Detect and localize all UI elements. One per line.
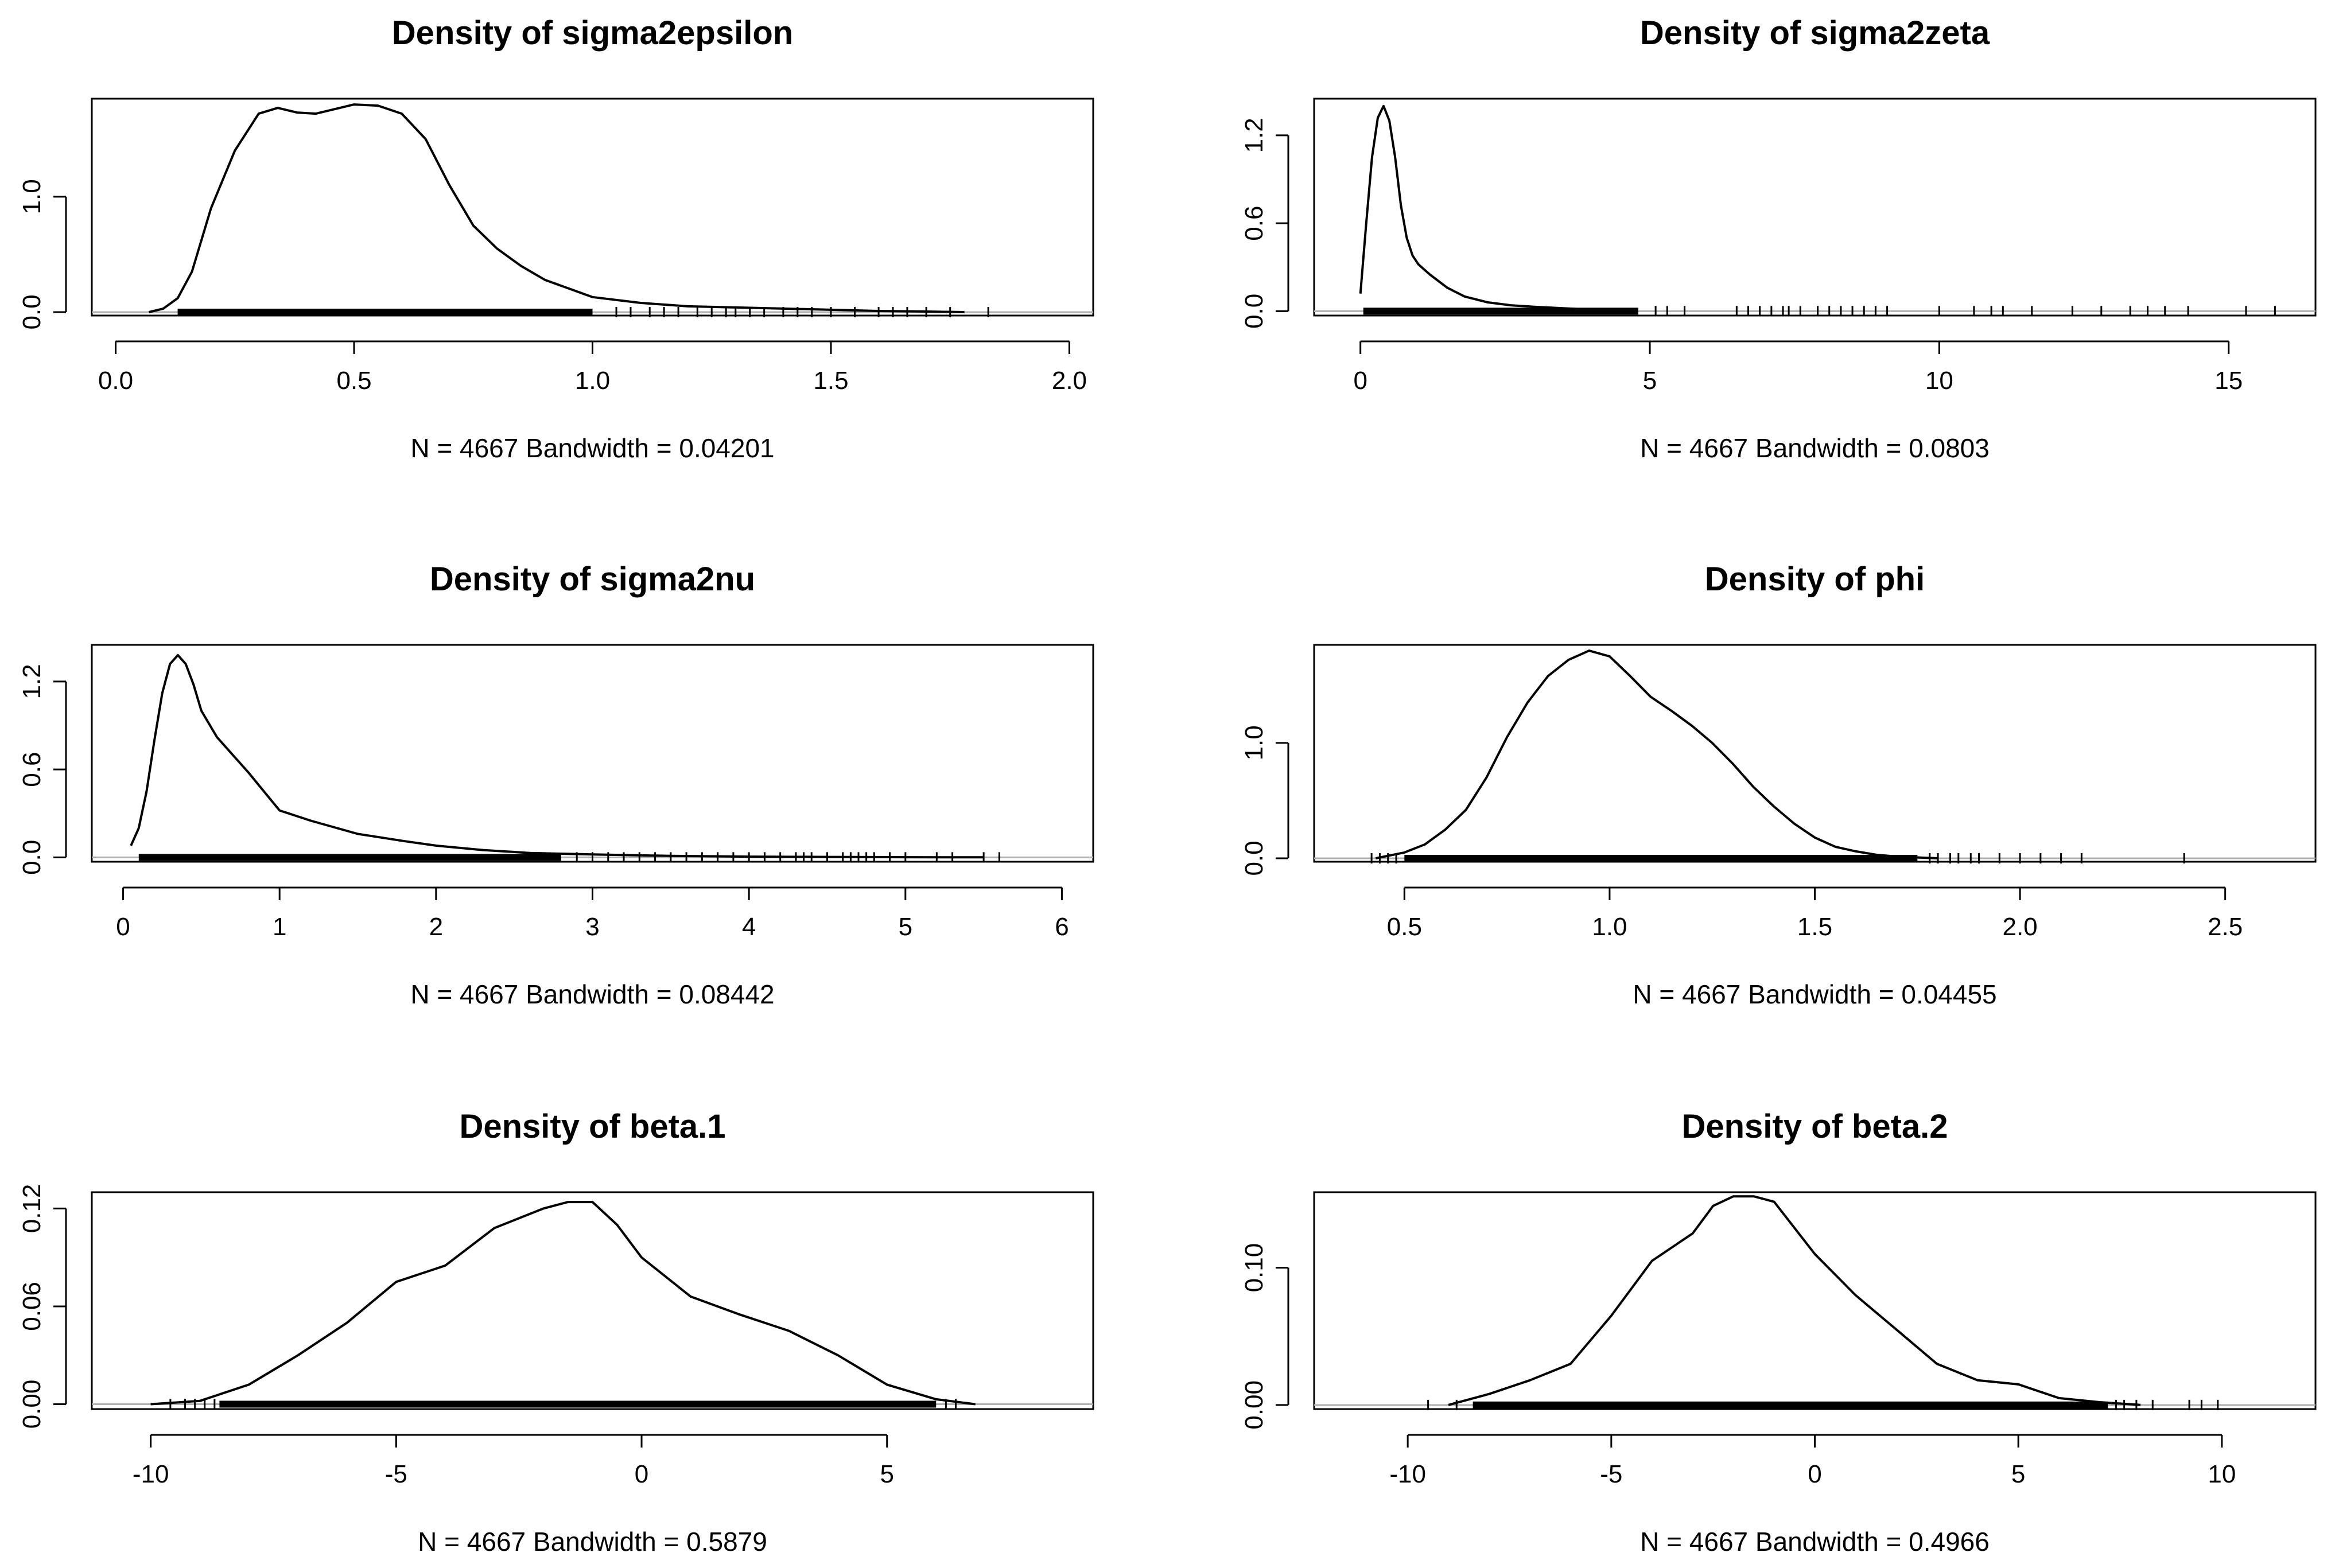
- y-tick-label: 0.0: [1240, 294, 1268, 329]
- x-tick-label: 5: [1643, 367, 1657, 395]
- x-axis-caption: N = 4667 Bandwidth = 0.04201: [410, 433, 774, 463]
- density-panel-2: Density of sigma2zeta 0 5 10 15 0.0 0.6 1.2 N = …: [1240, 14, 2317, 463]
- panel-title: Density of beta.1: [459, 1108, 725, 1145]
- y-tick-label: 1.0: [18, 179, 46, 214]
- x-tick-label: 1.5: [1797, 913, 1832, 941]
- y-tick-label: 0.10: [1240, 1243, 1268, 1293]
- plot-frame: [1313, 98, 2317, 317]
- density-curve: [1448, 1195, 2141, 1406]
- panel-title: Density of sigma2zeta: [1640, 14, 1990, 52]
- x-tick-label: 1: [273, 913, 286, 941]
- plot-frame: [1313, 644, 2317, 863]
- x-tick-label: 5: [2011, 1460, 2025, 1488]
- x-tick-label: 1.0: [1592, 913, 1627, 941]
- x-tick-label: 0: [1353, 367, 1367, 395]
- y-tick-label: 0.12: [18, 1184, 46, 1234]
- x-axis-caption: N = 4667 Bandwidth = 0.5879: [418, 1527, 767, 1557]
- y-tick-label: 1.2: [18, 664, 46, 699]
- y-tick-label: 0.0: [18, 840, 46, 875]
- x-axis-caption: N = 4667 Bandwidth = 0.4966: [1640, 1527, 1990, 1557]
- rug-dense-band: [177, 308, 593, 316]
- x-tick-label: 1.5: [813, 367, 848, 395]
- x-tick-label: 2.0: [2002, 913, 2037, 941]
- y-tick-label: 0.0: [1240, 841, 1268, 876]
- y-tick-label: 0.6: [18, 752, 46, 787]
- rug-dense-band: [219, 1400, 937, 1408]
- x-axis-caption: N = 4667 Bandwidth = 0.04455: [1633, 979, 1996, 1009]
- x-axis-caption: N = 4667 Bandwidth = 0.08442: [410, 979, 774, 1009]
- x-tick-label: 5: [880, 1460, 893, 1488]
- x-tick-label: 0: [1808, 1460, 1821, 1488]
- panel-title: Density of sigma2epsilon: [392, 14, 793, 52]
- density-curve: [150, 1201, 976, 1406]
- rug-dense-band: [138, 854, 561, 861]
- y-tick-label: 0.06: [18, 1282, 46, 1331]
- x-axis-caption: N = 4667 Bandwidth = 0.0803: [1640, 433, 1990, 463]
- x-tick-label: 0: [635, 1460, 648, 1488]
- plot-frame: [91, 98, 1094, 317]
- panel-title: Density of phi: [1705, 561, 1925, 598]
- x-tick-label: 3: [585, 913, 599, 941]
- x-tick-label: 6: [1055, 913, 1069, 941]
- plot-frame: [1313, 1191, 2317, 1410]
- x-tick-label: 2: [429, 913, 443, 941]
- density-panel-3: Density of sigma2nu 0 1 2 3 4 5 6 0.0 0.6 1.2 N = 4…: [18, 561, 1094, 1009]
- rug-dense-band: [1473, 1401, 2108, 1409]
- x-tick-label: 0: [116, 913, 130, 941]
- x-tick-label: 2.5: [2208, 913, 2243, 941]
- x-tick-label: 10: [1925, 367, 1953, 395]
- density-panel-4: Density of phi 0.5 1.0 1.5 2.0 2.5 0.0 1.0 N = 4…: [1240, 561, 2317, 1009]
- x-tick-label: -5: [1600, 1460, 1622, 1488]
- density-curve: [1375, 649, 1938, 859]
- y-tick-label: 1.0: [1240, 725, 1268, 760]
- x-tick-label: -10: [133, 1460, 169, 1488]
- x-tick-label: 4: [742, 913, 756, 941]
- x-tick-label: -5: [385, 1460, 407, 1488]
- x-tick-label: 0.5: [1387, 913, 1422, 941]
- x-tick-label: 5: [899, 913, 912, 941]
- x-tick-label: 2.0: [1052, 367, 1087, 395]
- y-tick-label: 0.0: [18, 294, 46, 329]
- density-curve: [149, 103, 965, 313]
- panel-title: Density of sigma2nu: [430, 561, 755, 598]
- x-tick-label: -10: [1389, 1460, 1426, 1488]
- plot-frame: [91, 644, 1094, 863]
- density-curve: [130, 653, 984, 859]
- density-panel-5: Density of beta.1 -10 -5 0 5 0.00 0.06 0.12 N = …: [18, 1108, 1094, 1557]
- density-panel-6: Density of beta.2 -10 -5 0 5 10 0.00 0.10 N = 46…: [1240, 1108, 2317, 1557]
- y-tick-label: 0.6: [1240, 206, 1268, 241]
- rug-dense-band: [1363, 308, 1638, 315]
- x-tick-label: 0.0: [98, 367, 133, 395]
- density-panel-1: Density of sigma2epsilon 0.0 0.5 1.0 1.5 2.0 0…: [18, 14, 1094, 463]
- plot-frame: [91, 1191, 1094, 1410]
- density-curve: [1359, 104, 1638, 313]
- x-tick-label: 15: [2214, 367, 2243, 395]
- panel-title: Density of beta.2: [1681, 1108, 1948, 1145]
- rug-dense-band: [1404, 854, 1918, 862]
- y-tick-label: 0.00: [18, 1380, 46, 1429]
- y-tick-label: 0.00: [1240, 1380, 1268, 1430]
- x-tick-label: 0.5: [336, 367, 371, 395]
- x-tick-label: 10: [2208, 1460, 2236, 1488]
- y-tick-label: 1.2: [1240, 118, 1268, 153]
- x-tick-label: 1.0: [575, 367, 610, 395]
